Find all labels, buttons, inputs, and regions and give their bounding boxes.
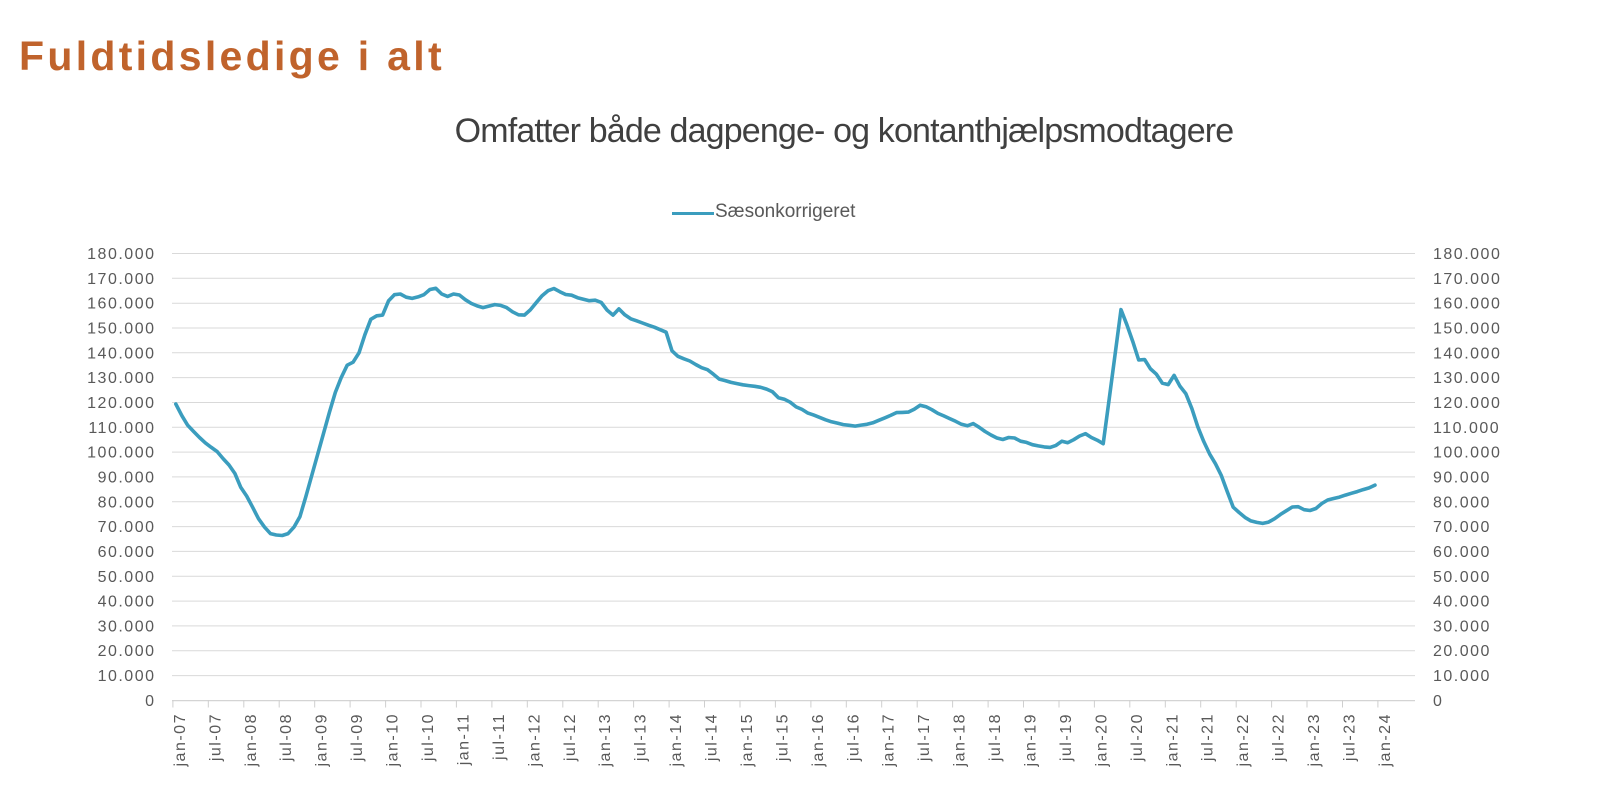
svg-text:10.000: 10.000 <box>1433 668 1491 685</box>
svg-text:180.000: 180.000 <box>87 246 155 263</box>
svg-text:100.000: 100.000 <box>87 445 155 462</box>
svg-text:180.000: 180.000 <box>1433 246 1501 263</box>
svg-text:50.000: 50.000 <box>1433 569 1491 586</box>
svg-text:70.000: 70.000 <box>98 519 156 536</box>
svg-text:jul-16: jul-16 <box>845 713 862 762</box>
svg-text:20.000: 20.000 <box>1433 643 1491 660</box>
svg-text:140.000: 140.000 <box>1433 345 1501 362</box>
svg-text:30.000: 30.000 <box>1433 618 1491 635</box>
svg-text:jul-15: jul-15 <box>774 713 791 762</box>
svg-text:jan-17: jan-17 <box>881 713 898 767</box>
svg-text:jan-24: jan-24 <box>1377 713 1394 767</box>
svg-text:120.000: 120.000 <box>1433 395 1501 412</box>
svg-text:80.000: 80.000 <box>98 494 156 511</box>
svg-text:jul-17: jul-17 <box>916 713 933 762</box>
svg-text:150.000: 150.000 <box>87 321 155 338</box>
svg-text:jan-18: jan-18 <box>952 713 969 767</box>
svg-text:jan-09: jan-09 <box>314 713 331 767</box>
svg-text:jul-19: jul-19 <box>1058 713 1075 762</box>
svg-text:jan-15: jan-15 <box>739 713 756 767</box>
svg-text:150.000: 150.000 <box>1433 321 1501 338</box>
svg-text:jul-08: jul-08 <box>278 713 295 762</box>
svg-text:jan-13: jan-13 <box>597 713 614 767</box>
svg-text:70.000: 70.000 <box>1433 519 1491 536</box>
svg-text:100.000: 100.000 <box>1433 445 1501 462</box>
svg-text:130.000: 130.000 <box>87 370 155 387</box>
svg-text:jan-23: jan-23 <box>1306 713 1323 767</box>
svg-text:jan-07: jan-07 <box>172 713 189 767</box>
svg-text:jan-14: jan-14 <box>668 713 685 767</box>
svg-text:130.000: 130.000 <box>1433 370 1501 387</box>
svg-text:jul-14: jul-14 <box>704 713 721 762</box>
svg-text:jul-20: jul-20 <box>1129 713 1146 762</box>
svg-text:jan-11: jan-11 <box>455 713 472 766</box>
svg-text:jan-19: jan-19 <box>1023 713 1040 767</box>
svg-text:jul-22: jul-22 <box>1271 713 1288 762</box>
svg-text:160.000: 160.000 <box>1433 296 1501 313</box>
svg-text:jul-18: jul-18 <box>987 713 1004 762</box>
svg-text:110.000: 110.000 <box>88 420 155 437</box>
svg-text:170.000: 170.000 <box>87 271 155 288</box>
svg-text:jan-16: jan-16 <box>810 713 827 767</box>
svg-text:0: 0 <box>1433 693 1443 710</box>
svg-text:10.000: 10.000 <box>98 668 156 685</box>
svg-text:40.000: 40.000 <box>98 594 156 611</box>
svg-text:60.000: 60.000 <box>98 544 156 561</box>
svg-text:30.000: 30.000 <box>98 618 156 635</box>
svg-text:60.000: 60.000 <box>1433 544 1491 561</box>
svg-text:160.000: 160.000 <box>87 296 155 313</box>
svg-text:jan-22: jan-22 <box>1235 713 1252 767</box>
svg-text:jan-08: jan-08 <box>243 713 260 767</box>
svg-text:120.000: 120.000 <box>87 395 155 412</box>
svg-text:jul-23: jul-23 <box>1342 713 1359 762</box>
svg-text:jan-21: jan-21 <box>1164 713 1181 767</box>
svg-text:jul-11: jul-11 <box>491 713 508 761</box>
svg-text:jan-20: jan-20 <box>1093 713 1110 767</box>
svg-text:0: 0 <box>145 693 155 710</box>
svg-text:jul-12: jul-12 <box>562 713 579 762</box>
svg-text:140.000: 140.000 <box>87 345 155 362</box>
svg-text:jan-12: jan-12 <box>526 713 543 767</box>
svg-text:90.000: 90.000 <box>1433 469 1491 486</box>
svg-text:80.000: 80.000 <box>1433 494 1491 511</box>
svg-text:jul-10: jul-10 <box>420 713 437 762</box>
svg-text:jul-09: jul-09 <box>349 713 366 762</box>
svg-text:40.000: 40.000 <box>1433 594 1491 611</box>
svg-text:20.000: 20.000 <box>98 643 156 660</box>
svg-text:170.000: 170.000 <box>1433 271 1501 288</box>
svg-text:110.000: 110.000 <box>1433 420 1500 437</box>
svg-text:50.000: 50.000 <box>98 569 156 586</box>
svg-text:jan-10: jan-10 <box>385 713 402 767</box>
svg-text:jul-07: jul-07 <box>207 713 224 762</box>
svg-text:90.000: 90.000 <box>98 469 156 486</box>
svg-text:jul-21: jul-21 <box>1200 713 1217 762</box>
svg-text:jul-13: jul-13 <box>633 713 650 762</box>
